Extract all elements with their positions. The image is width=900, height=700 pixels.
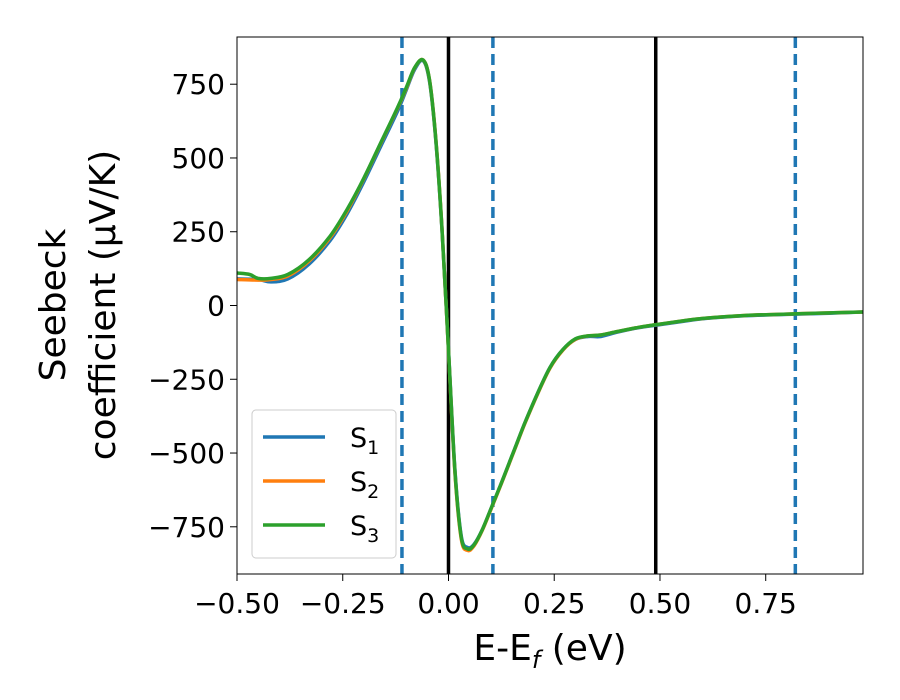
x-tick-label: 0.25 <box>523 587 585 620</box>
x-tick-label: 0.00 <box>417 587 479 620</box>
y-tick-label: 250 <box>172 216 225 249</box>
y-axis-title-line2: coefficient (μV/K) <box>83 150 124 460</box>
y-tick-label: 500 <box>172 142 225 175</box>
series-line-s3 <box>237 57 863 552</box>
x-axis: −0.50 −0.25 0.00 0.25 0.50 0.75 <box>194 574 797 620</box>
y-tick-label: 750 <box>172 68 225 101</box>
x-axis-title: E-Ef (eV) <box>473 628 626 674</box>
reference-lines <box>400 37 798 574</box>
x-axis-title-unit: (eV) <box>540 628 626 669</box>
legend: S1 S2 S3 <box>251 409 397 559</box>
y-tick-label: 0 <box>207 290 225 323</box>
y-tick-label: −500 <box>148 437 225 470</box>
x-tick-label: −0.50 <box>194 587 280 620</box>
y-axis-title-line1: Seebeck <box>33 228 74 381</box>
x-tick-label: 0.50 <box>629 587 691 620</box>
y-tick-label: −750 <box>148 511 225 544</box>
legend-label-s2: S2 <box>350 467 379 503</box>
legend-label-s1: S1 <box>350 423 379 459</box>
x-tick-label: −0.25 <box>300 587 386 620</box>
y-axis-title: Seebeck coefficient (μV/K) <box>33 150 124 460</box>
legend-box <box>251 409 397 559</box>
y-axis: 750 500 250 0 −250 −500 −750 <box>148 68 237 544</box>
x-tick-label: 0.75 <box>735 587 797 620</box>
y-tick-label: −250 <box>148 363 225 396</box>
series-lines <box>237 57 863 553</box>
legend-label-s3: S3 <box>350 511 379 547</box>
